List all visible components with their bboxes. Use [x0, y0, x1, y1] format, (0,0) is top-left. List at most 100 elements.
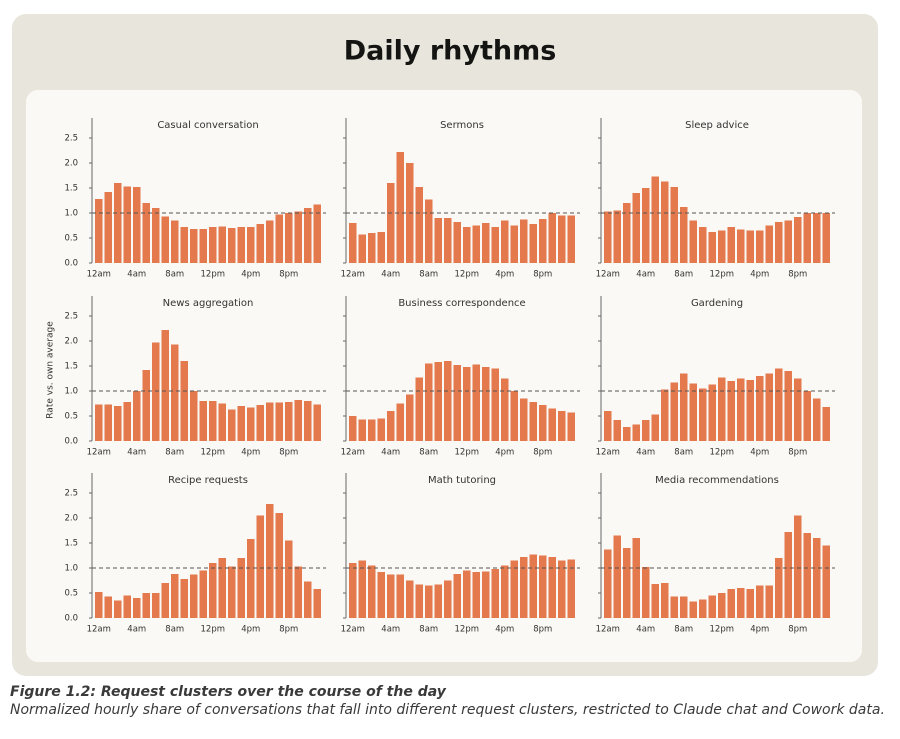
bar: [520, 219, 528, 263]
bar: [661, 389, 669, 441]
bar: [737, 378, 745, 441]
bar: [368, 233, 376, 263]
chart-title: Math tutoring: [428, 475, 496, 486]
figure: Daily rhythms Rate vs. own average 0.0 0.…: [12, 14, 878, 676]
bar: [482, 571, 490, 618]
bar: [349, 416, 357, 441]
bar: [670, 187, 678, 263]
bar: [387, 183, 395, 263]
bar: [529, 554, 537, 618]
y-tick-label: 2.0: [64, 514, 78, 524]
bar: [746, 380, 754, 441]
bar: [161, 216, 169, 263]
bar: [642, 567, 650, 618]
bar: [520, 557, 528, 618]
bar: [708, 595, 716, 618]
chart-title: Business correspondence: [398, 298, 525, 309]
bar: [472, 225, 480, 263]
x-tick-label: 8am: [165, 448, 184, 458]
bar: [632, 193, 640, 263]
x-tick-label: 12am: [341, 448, 365, 458]
bar: [396, 403, 404, 441]
x-tick-label: 12pm: [201, 448, 226, 458]
x-tick-label: 4pm: [241, 270, 260, 280]
x-tick-label: 12pm: [710, 270, 735, 280]
bar: [313, 404, 321, 441]
chart-title: Media recommendations: [655, 475, 779, 486]
bar: [95, 592, 103, 618]
bar: [708, 232, 716, 263]
bar: [558, 560, 566, 618]
bar: [453, 574, 461, 618]
bar: [784, 532, 792, 618]
bar: [623, 203, 631, 263]
caption-title: Figure 1.2: Request clusters over the co…: [10, 684, 446, 700]
bar: [180, 361, 188, 441]
y-tick-label: 1.5: [64, 184, 78, 194]
bar: [794, 217, 802, 263]
bar: [813, 538, 821, 618]
x-tick-label: 8am: [165, 270, 184, 280]
bar: [228, 228, 236, 263]
bar: [266, 504, 274, 618]
x-tick-label: 4pm: [241, 448, 260, 458]
x-tick-label: 12pm: [710, 448, 735, 458]
bar: [813, 398, 821, 441]
bar: [670, 382, 678, 441]
bar: [708, 384, 716, 441]
bar: [482, 367, 490, 441]
x-tick-label: 8am: [419, 270, 438, 280]
x-tick-label: 8pm: [279, 625, 298, 635]
bar: [396, 152, 404, 263]
chart-title: News aggregation: [163, 298, 254, 309]
bar: [434, 584, 442, 618]
bar: [95, 199, 103, 263]
bar: [142, 203, 150, 263]
bar: [642, 188, 650, 263]
bar: [558, 411, 566, 441]
bar: [285, 540, 293, 618]
bar: [406, 394, 414, 441]
bar: [491, 368, 499, 441]
bar: [632, 424, 640, 441]
y-tick-label: 0.0: [64, 259, 78, 269]
bar: [152, 342, 160, 441]
y-tick-label: 0.0: [64, 614, 78, 624]
bar: [567, 412, 575, 441]
bar: [199, 401, 207, 441]
bar: [104, 192, 112, 263]
bar: [349, 223, 357, 263]
bar: [756, 585, 764, 618]
bar: [463, 570, 471, 618]
bar: [95, 404, 103, 441]
bar: [387, 411, 395, 441]
x-tick-label: 12am: [87, 625, 111, 635]
bar: [434, 218, 442, 263]
bar: [247, 227, 255, 263]
bar: [415, 377, 423, 441]
bar: [699, 599, 707, 618]
bar: [444, 580, 452, 618]
bar: [718, 593, 726, 618]
x-tick-label: 4pm: [750, 448, 769, 458]
bar: [275, 513, 283, 618]
y-tick-label: 1.0: [64, 209, 78, 219]
bar: [689, 601, 697, 618]
x-tick-label: 12am: [341, 270, 365, 280]
x-tick-label: 4am: [636, 448, 655, 458]
bar: [199, 570, 207, 618]
bar: [699, 227, 707, 263]
bar: [294, 400, 302, 441]
bar: [180, 227, 188, 263]
x-tick-label: 12pm: [455, 270, 480, 280]
x-tick-label: 8am: [674, 448, 693, 458]
bar: [190, 391, 198, 441]
x-tick-label: 4am: [127, 625, 146, 635]
x-tick-label: 12am: [596, 270, 620, 280]
bar: [558, 215, 566, 263]
bar: [548, 408, 556, 441]
bar: [756, 230, 764, 263]
x-tick-label: 8pm: [279, 448, 298, 458]
bar: [510, 391, 518, 441]
bar: [822, 545, 830, 618]
